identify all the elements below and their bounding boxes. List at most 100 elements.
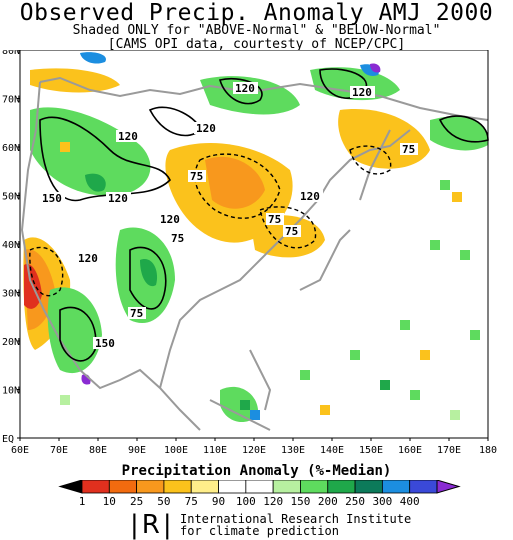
anomaly-region bbox=[370, 63, 381, 73]
lon-tick-label: 90E bbox=[128, 445, 146, 456]
anomaly-region bbox=[140, 259, 158, 287]
contour-labels: 120 120 120 120 75 150 120 120 75 75 75 120 75 150 120… bbox=[40, 82, 418, 350]
anomaly-cell bbox=[420, 350, 430, 360]
contour-label-bg bbox=[298, 190, 323, 202]
anomaly-cell bbox=[410, 390, 420, 400]
colorbar: 1 10 25 50 75 90 100 120 150 200 250 300 400 bbox=[58, 480, 461, 508]
colorbar-swatch bbox=[300, 480, 329, 494]
colorbar-tick-label: 120 bbox=[263, 495, 283, 508]
colorbar-swatches bbox=[58, 480, 461, 494]
contour-label: 75 bbox=[285, 225, 298, 238]
lon-tick-label: 160E bbox=[398, 445, 422, 456]
coastlines bbox=[20, 76, 489, 431]
colorbar-tick-label: 100 bbox=[236, 495, 256, 508]
lon-tick-label: 130E bbox=[281, 445, 305, 456]
colorbar-tick-label: 75 bbox=[185, 495, 198, 508]
map-title: Observed Precip. Anomaly AMJ 2000 bbox=[19, 0, 494, 26]
anomaly-cell bbox=[350, 350, 360, 360]
colorbar-swatch bbox=[272, 480, 301, 494]
colorbar-high-arrow bbox=[436, 480, 461, 494]
anomaly-map: 120 120 120 120 75 150 120 120 75 75 75 120 75 150 120… bbox=[2, 50, 497, 456]
contour-label: 150 bbox=[95, 337, 115, 350]
iri-name-line2: for climate prediction bbox=[180, 524, 339, 538]
lon-tick-label: 100E bbox=[164, 445, 188, 456]
colorbar-swatch bbox=[218, 480, 247, 494]
lon-tick-label: 80E bbox=[89, 445, 107, 456]
lon-tick-label: 120E bbox=[242, 445, 266, 456]
contour-label: 120 bbox=[300, 190, 320, 203]
contour-label-bg bbox=[116, 130, 141, 142]
colorbar-swatch bbox=[108, 480, 138, 494]
lon-tick-label: 150E bbox=[359, 445, 383, 456]
anomaly-cell bbox=[240, 400, 250, 410]
colorbar-tick-labels: 1 10 25 50 75 90 100 120 150 200 250 300 400 bbox=[79, 495, 420, 508]
contour-label: 75 bbox=[171, 232, 184, 245]
colorbar-swatch bbox=[327, 480, 356, 494]
contour-lines bbox=[39, 68, 489, 362]
lat-tick-label: 20N bbox=[2, 337, 20, 348]
lon-tick-label: 60E bbox=[11, 445, 29, 456]
lat-tick-label: 10N bbox=[2, 386, 20, 397]
contour-label-bg bbox=[283, 225, 301, 237]
lat-tick-label: 40N bbox=[2, 240, 20, 251]
colorbar-swatch bbox=[409, 480, 438, 494]
contour-label: 120 bbox=[78, 252, 98, 265]
map-subtitle: Shaded ONLY for "ABOVE-Normal" & "BELOW-… bbox=[72, 23, 441, 38]
contour-label-bg bbox=[169, 232, 187, 244]
iri-logo: |R| bbox=[130, 510, 175, 540]
contour-label-bg bbox=[106, 192, 131, 204]
contour-label-bg bbox=[158, 213, 183, 225]
contour-label: 120 bbox=[196, 122, 216, 135]
contour-label: 120 bbox=[160, 213, 180, 226]
colorbar-title: Precipitation Anomaly (%-Median) bbox=[121, 463, 392, 479]
contour-label-bg bbox=[194, 122, 219, 134]
data-credit: [CAMS_OPI data, courtesty of NCEP/CPC] bbox=[107, 37, 406, 52]
anomaly-cell bbox=[300, 370, 310, 380]
lat-tick-label: 30N bbox=[2, 289, 20, 300]
anomaly-region bbox=[220, 386, 259, 423]
anomaly-cell bbox=[250, 410, 260, 420]
contour-label-bg bbox=[188, 170, 206, 182]
colorbar-swatch bbox=[163, 480, 192, 494]
anomaly-region bbox=[310, 67, 400, 101]
contour-label-bg bbox=[93, 337, 118, 349]
contour-label-bg bbox=[76, 252, 101, 264]
anomaly-region bbox=[30, 107, 151, 196]
longitude-axis: 60E 70E 80E 90E 100E 110E 120E 130E 140E 150E 160E… bbox=[11, 438, 497, 456]
colorbar-swatch bbox=[190, 480, 219, 494]
lon-tick-label: 110E bbox=[203, 445, 227, 456]
anomaly-region bbox=[85, 173, 106, 192]
colorbar-swatch bbox=[81, 480, 110, 494]
lon-tick-label: 170E bbox=[437, 445, 461, 456]
contour-label: 75 bbox=[190, 170, 203, 183]
lon-tick-label: 140E bbox=[320, 445, 344, 456]
anomaly-cell bbox=[470, 330, 480, 340]
contour-label: 150 bbox=[42, 192, 62, 205]
dashed-contour-lines bbox=[29, 145, 392, 297]
lon-tick-label: 70E bbox=[50, 445, 68, 456]
contour-label: 75 bbox=[268, 213, 281, 226]
colorbar-swatch bbox=[136, 480, 165, 494]
iri-name-line1: International Research Institute bbox=[180, 512, 412, 526]
colorbar-tick-label: 25 bbox=[130, 495, 143, 508]
colorbar-tick-label: 90 bbox=[212, 495, 225, 508]
anomaly-cell bbox=[70, 142, 80, 152]
anomaly-cell bbox=[60, 395, 70, 405]
contour-label: 120 bbox=[235, 82, 255, 95]
anomaly-cell bbox=[60, 142, 70, 152]
anomaly-cell bbox=[320, 405, 330, 415]
colorbar-swatch bbox=[245, 480, 274, 494]
colorbar-tick-label: 200 bbox=[318, 495, 338, 508]
contour-label-bg bbox=[128, 307, 146, 319]
contour-label-bg bbox=[40, 192, 65, 204]
colorbar-swatch bbox=[381, 480, 411, 494]
colorbar-tick-label: 50 bbox=[157, 495, 170, 508]
lat-tick-label: 70N bbox=[2, 95, 20, 106]
lat-tick-label: 60N bbox=[2, 143, 20, 154]
colorbar-low-arrow bbox=[58, 480, 83, 494]
colorbar-tick-label: 250 bbox=[345, 495, 365, 508]
lat-tick-label: EQ bbox=[2, 434, 14, 445]
colorbar-tick-label: 150 bbox=[291, 495, 311, 508]
latitude-axis: 80N 70N 60N 50N 40N 30N 20N 10N EQ bbox=[2, 50, 20, 445]
contour-label: 120 bbox=[118, 130, 138, 143]
